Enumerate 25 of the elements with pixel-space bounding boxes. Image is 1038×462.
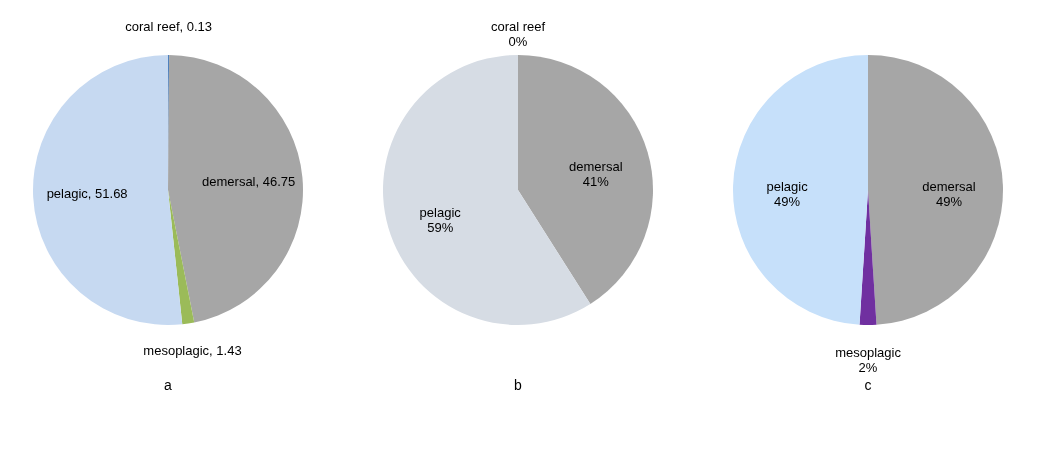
slice-label: demersal: [569, 159, 623, 175]
slice-label: pelagic, 51.68: [46, 186, 128, 202]
slice-label: mesoplagic, 1.43: [143, 343, 242, 359]
pie-slice: [33, 55, 183, 325]
data-label: 41%: [582, 174, 610, 190]
text: c: [864, 377, 872, 393]
slice-label: pelagic: [419, 204, 462, 220]
data-label: 49%: [774, 194, 801, 210]
text: a: [164, 377, 173, 393]
text: 0%: [508, 34, 528, 49]
pie-slice: [518, 55, 653, 304]
text: b: [514, 377, 523, 393]
slice-label: mesoplagic: [835, 345, 902, 360]
slice-label: demersal, 46.75: [202, 174, 296, 190]
slice-label: demersal: [922, 179, 976, 195]
slice-label: pelagic: [766, 179, 809, 195]
data-label: 59%: [427, 219, 454, 235]
slice-label: coral reef, 0.13: [125, 19, 213, 34]
data-label: 2%: [858, 360, 878, 375]
pie-slice: [168, 190, 195, 325]
pie-slice: [868, 55, 1003, 325]
data-label: 49%: [935, 194, 963, 210]
category-label: coral reef: [490, 19, 546, 34]
pie-slice: [168, 55, 303, 323]
pie-slice: [733, 55, 868, 325]
